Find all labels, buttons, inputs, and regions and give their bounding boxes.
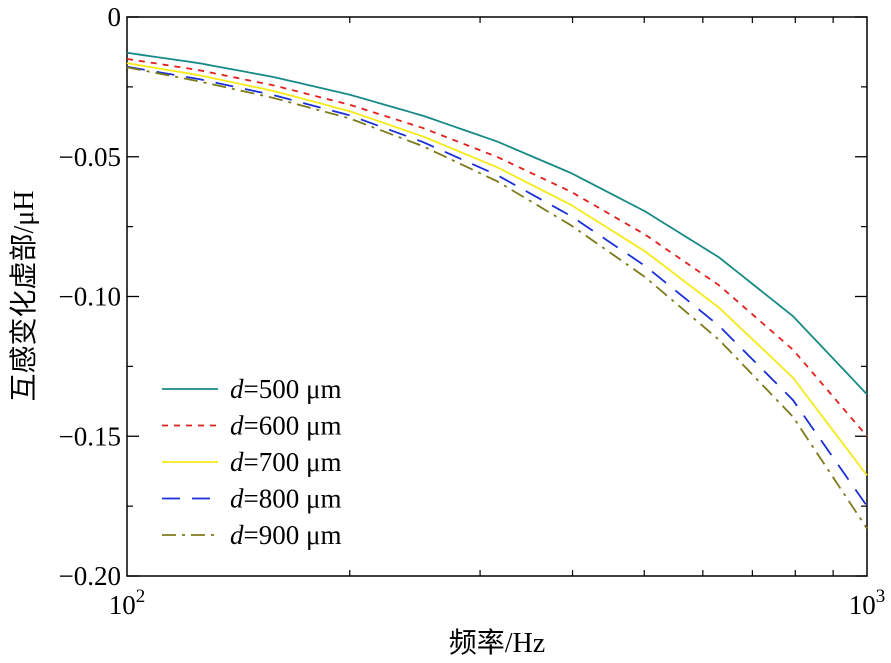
y-tick-label: 0: [108, 2, 122, 32]
y-tick-label: −0.05: [59, 142, 121, 172]
legend-label-3: d=700 μm: [230, 447, 341, 477]
series-line-4: [126, 65, 868, 507]
y-tick-label: −0.20: [59, 561, 121, 591]
legend-label-4: d=800 μm: [230, 484, 341, 514]
series-line-2: [126, 58, 868, 437]
legend: d=500 μm d=600 μm d=700 μm d=800 μm d=900 μm: [162, 374, 341, 550]
legend-label-1: d=500 μm: [230, 374, 341, 404]
series-lines: [126, 51, 868, 529]
y-tick-label: −0.10: [59, 282, 121, 312]
legend-label-2: d=600 μm: [230, 411, 341, 441]
legend-label-5: d=900 μm: [230, 520, 341, 550]
series-line-5: [126, 66, 868, 529]
axis-ticks: [127, 16, 867, 577]
x-tick-label: 102: [109, 586, 146, 620]
y-tick-label: −0.15: [59, 421, 121, 451]
y-axis-title: 互感变化虚部/μH: [8, 190, 40, 401]
series-line-3: [126, 62, 868, 476]
x-axis-title: 频率/Hz: [449, 627, 545, 659]
x-tick-label: 103: [849, 586, 886, 620]
series-line-1: [126, 51, 868, 395]
